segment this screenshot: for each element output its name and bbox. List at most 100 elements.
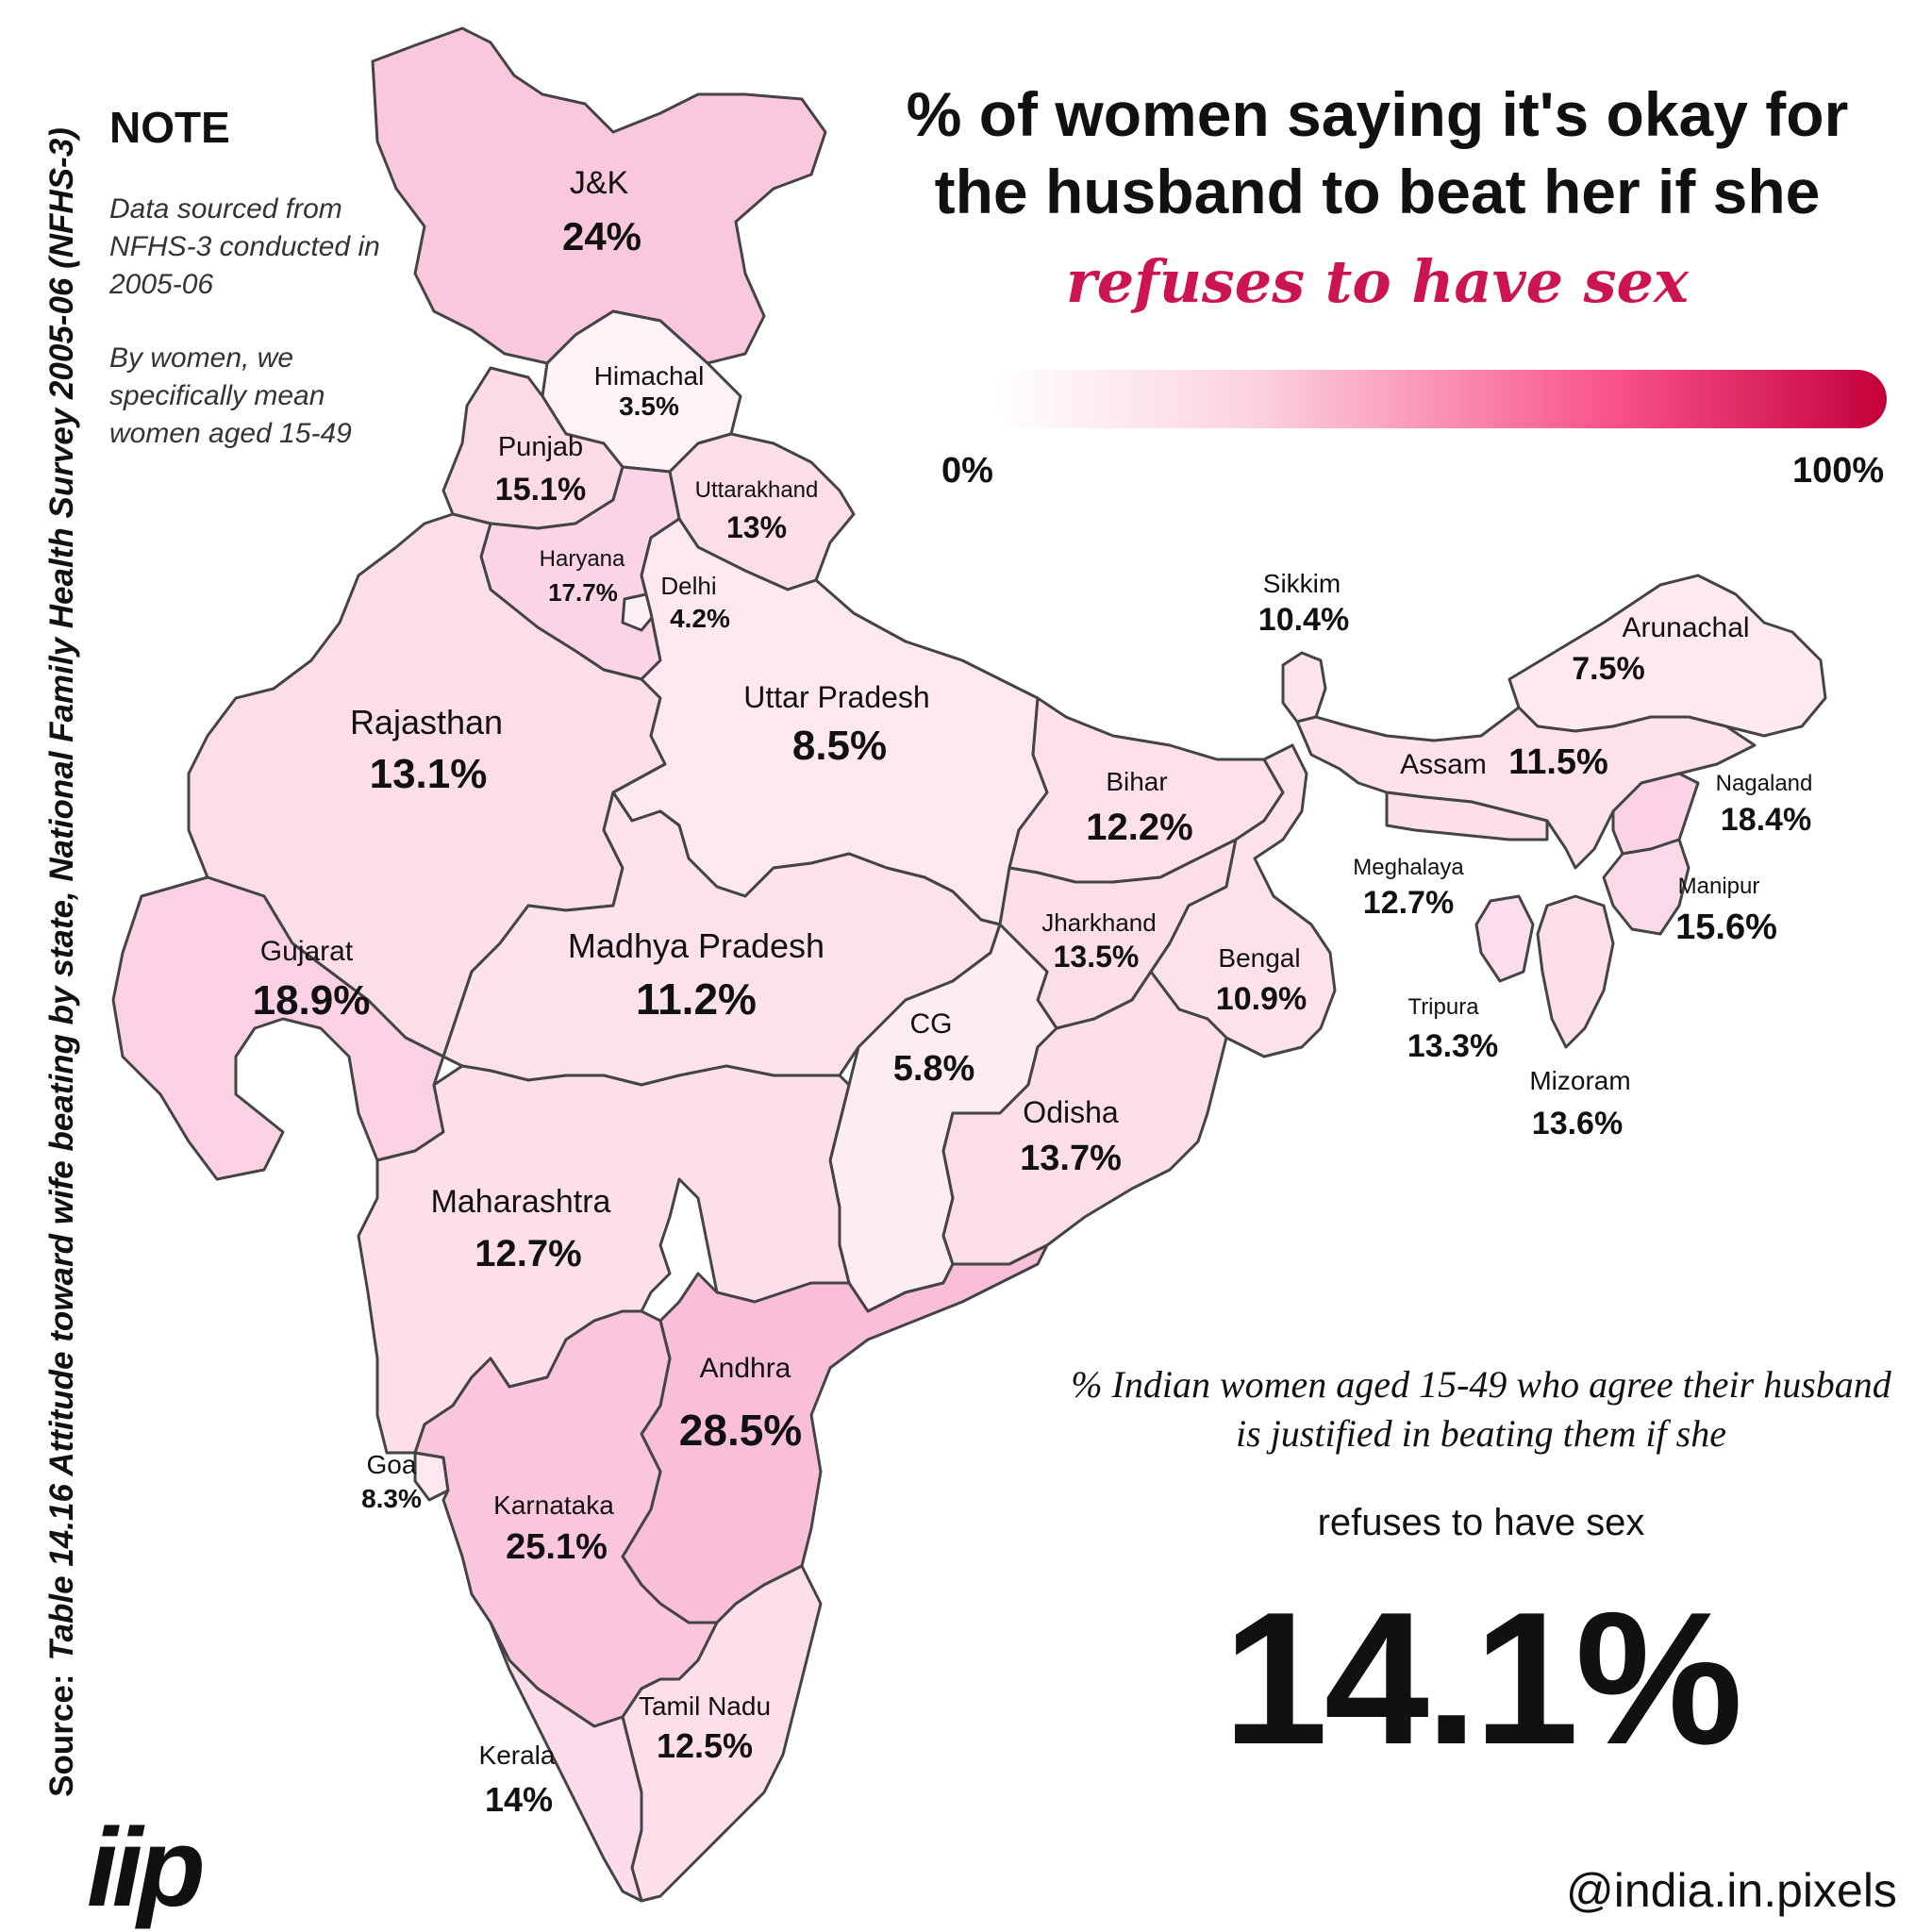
- state-region-gujarat: [111, 875, 445, 1181]
- color-scale-min-label: 0%: [941, 451, 993, 491]
- state-name-punjab: Punjab: [498, 432, 583, 462]
- state-name-manipur: Manipur: [1678, 874, 1760, 899]
- state-label-delhi: Delhi 4.2%: [660, 572, 730, 633]
- state-name-mizoram: Mizoram: [1529, 1066, 1630, 1095]
- state-label-maharashtra: Maharashtra 12.7%: [431, 1184, 611, 1274]
- state-name-gujarat: Gujarat: [260, 936, 354, 967]
- state-name-delhi: Delhi: [660, 572, 716, 600]
- state-label-manipur: Manipur 15.6%: [1675, 874, 1777, 947]
- source-text: Table 14.16 Attitude toward wife beating…: [43, 127, 80, 1661]
- note-definition: By women, we specifically mean women age…: [109, 342, 352, 449]
- state-value-jk: 24%: [562, 214, 641, 258]
- state-value-karnataka: 25.1%: [506, 1527, 608, 1567]
- state-name-sikkim: Sikkim: [1263, 569, 1341, 598]
- state-region-sikkim: [1281, 651, 1327, 724]
- state-name-jharkhand: Jharkhand: [1041, 908, 1156, 937]
- national-subcaption: refuses to have sex: [1317, 1502, 1645, 1543]
- state-value-himachal: 3.5%: [619, 391, 679, 421]
- state-label-uttarakhand: Uttarakhand 13%: [695, 477, 819, 544]
- state-name-rajasthan: Rajasthan: [350, 703, 503, 741]
- brand-logo: iip: [87, 1806, 206, 1930]
- state-name-goa: Goa: [367, 1450, 417, 1479]
- state-name-odisha: Odisha: [1023, 1095, 1119, 1129]
- state-label-bengal: Bengal 10.9%: [1216, 943, 1307, 1017]
- state-name-nagaland: Nagaland: [1716, 771, 1813, 796]
- state-value-delhi: 4.2%: [670, 604, 730, 633]
- state-name-kerala: Kerala: [479, 1740, 556, 1770]
- state-name-andhra: Andhra: [700, 1353, 791, 1384]
- state-value-assam: 11.5%: [1508, 742, 1608, 782]
- state-name-uttar-pradesh: Uttar Pradesh: [743, 680, 929, 714]
- state-value-kerala: 14%: [485, 1780, 553, 1819]
- state-region-tripura: [1474, 894, 1535, 983]
- state-label-andhra: Andhra 28.5%: [679, 1353, 802, 1455]
- state-value-cg: 5.8%: [893, 1049, 975, 1089]
- source-label: Source:: [43, 1674, 80, 1797]
- color-scale-max-label: 100%: [1792, 451, 1885, 491]
- state-label-karnataka: Karnataka 25.1%: [493, 1491, 614, 1567]
- state-name-arunachal: Arunachal: [1622, 612, 1749, 643]
- state-value-bengal: 10.9%: [1216, 981, 1307, 1017]
- state-name-himachal: Himachal: [594, 361, 705, 391]
- state-label-tripura: Tripura 13.3%: [1407, 994, 1498, 1064]
- state-label-meghalaya: Meghalaya 12.7%: [1353, 855, 1464, 921]
- page-subtitle: refuses to have sex: [1066, 247, 1689, 316]
- source-citation: Source: Table 14.16 Attitude toward wife …: [43, 127, 81, 1797]
- state-region-arunachal: [1507, 574, 1827, 738]
- state-label-arunachal: Arunachal 7.5%: [1572, 612, 1749, 687]
- state-name-uttarakhand: Uttarakhand: [695, 477, 819, 503]
- national-caption: % Indian women aged 15-49 who agree thei…: [1071, 1363, 1891, 1455]
- state-value-meghalaya: 12.7%: [1363, 885, 1454, 921]
- state-value-mizoram: 13.6%: [1532, 1106, 1623, 1141]
- state-label-madhya-pradesh: Madhya Pradesh 11.2%: [568, 926, 824, 1024]
- state-labels: J&K 24% Himachal 3.5% Punjab 15.1% Uttar…: [253, 165, 1813, 1819]
- color-scale-bar: [995, 370, 1887, 428]
- state-name-karnataka: Karnataka: [493, 1491, 614, 1520]
- state-value-uttar-pradesh: 8.5%: [792, 723, 887, 769]
- state-value-andhra: 28.5%: [679, 1406, 802, 1455]
- state-name-jk: J&K: [570, 165, 629, 201]
- state-label-goa: Goa 8.3%: [361, 1450, 422, 1513]
- state-name-meghalaya: Meghalaya: [1353, 855, 1464, 880]
- state-value-tamil-nadu: 12.5%: [657, 1726, 753, 1765]
- state-label-punjab: Punjab 15.1%: [495, 432, 586, 508]
- state-label-haryana: Haryana 17.7%: [540, 546, 625, 607]
- state-label-mizoram: Mizoram 13.6%: [1529, 1066, 1630, 1141]
- state-name-tamil-nadu: Tamil Nadu: [639, 1691, 771, 1721]
- state-regions: [111, 26, 1827, 1903]
- social-handle: @india.in.pixels: [1566, 1864, 1897, 1917]
- state-label-jk: J&K 24%: [562, 165, 641, 258]
- state-label-odisha: Odisha 13.7%: [1020, 1095, 1122, 1178]
- state-label-bihar: Bihar 12.2%: [1086, 767, 1192, 848]
- state-name-haryana: Haryana: [540, 546, 625, 572]
- state-region-bengal: [1149, 743, 1337, 1058]
- state-label-nagaland: Nagaland 18.4%: [1716, 771, 1813, 838]
- state-value-nagaland: 18.4%: [1721, 802, 1811, 838]
- state-region-odisha: [941, 970, 1228, 1266]
- state-value-rajasthan: 13.1%: [370, 751, 488, 797]
- note-heading: NOTE: [109, 103, 230, 152]
- state-value-sikkim: 10.4%: [1258, 602, 1349, 638]
- state-name-bengal: Bengal: [1218, 943, 1300, 973]
- state-label-jharkhand: Jharkhand 13.5%: [1041, 908, 1156, 974]
- state-name-bihar: Bihar: [1106, 767, 1167, 796]
- state-value-haryana: 17.7%: [548, 578, 618, 607]
- state-region-meghalaya: [1385, 791, 1549, 841]
- state-value-manipur: 15.6%: [1675, 908, 1777, 947]
- state-value-maharashtra: 12.7%: [475, 1233, 581, 1274]
- state-label-kerala: Kerala 14%: [479, 1740, 556, 1819]
- state-label-uttar-pradesh: Uttar Pradesh 8.5%: [743, 680, 929, 769]
- state-value-madhya-pradesh: 11.2%: [636, 974, 757, 1024]
- national-value: 14.1%: [1223, 1574, 1742, 1784]
- state-label-cg: CG 5.8%: [893, 1008, 975, 1089]
- state-name-assam: Assam: [1400, 749, 1487, 780]
- note-data-source: Data sourced from NFHS-3 conducted in 20…: [109, 193, 380, 300]
- state-region-kerala: [489, 1621, 643, 1903]
- state-region-manipur: [1602, 838, 1690, 936]
- state-label-gujarat: Gujarat 18.9%: [253, 936, 371, 1024]
- state-name-tripura: Tripura: [1407, 994, 1479, 1020]
- state-value-bihar: 12.2%: [1086, 807, 1192, 848]
- state-label-assam: Assam 11.5%: [1400, 742, 1608, 782]
- state-value-punjab: 15.1%: [495, 472, 586, 508]
- state-name-madhya-pradesh: Madhya Pradesh: [568, 926, 824, 965]
